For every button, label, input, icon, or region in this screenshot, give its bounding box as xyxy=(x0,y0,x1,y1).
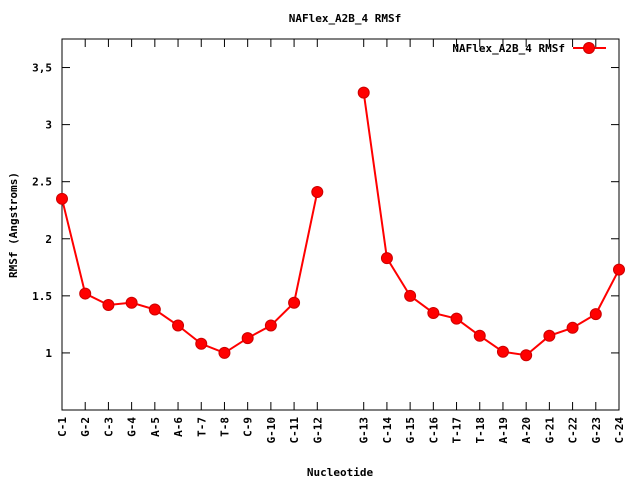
x-tick-label: G-15 xyxy=(404,417,417,444)
x-axis-label: Nucleotide xyxy=(307,466,374,479)
data-point xyxy=(311,185,324,198)
x-tick-label: G-12 xyxy=(311,417,324,444)
series-line xyxy=(61,191,319,355)
legend-label: NAFlex_A2B_4 RMSf xyxy=(452,42,565,55)
data-point xyxy=(357,86,370,99)
data-point xyxy=(195,337,208,350)
data-point xyxy=(288,296,301,309)
x-tick-label: C-24 xyxy=(613,417,626,444)
data-point xyxy=(589,308,602,321)
x-tick-label: T-18 xyxy=(474,417,487,444)
data-point xyxy=(427,306,440,319)
x-tick-label: G-10 xyxy=(265,417,278,444)
data-point xyxy=(380,252,393,265)
x-tick-label: G-2 xyxy=(79,417,92,437)
x-tick-label: C-3 xyxy=(102,417,115,437)
x-tick-label: A-5 xyxy=(149,417,162,437)
data-point xyxy=(241,332,254,345)
data-point xyxy=(404,289,417,302)
legend-marker xyxy=(583,42,595,54)
x-tick-label: T-17 xyxy=(451,417,464,444)
series-lines xyxy=(61,92,620,357)
legend: NAFlex_A2B_4 RMSf xyxy=(452,42,606,55)
y-tick-label: 2 xyxy=(45,233,52,246)
x-tick-label: C-9 xyxy=(242,417,255,437)
x-tick-label: C-22 xyxy=(567,417,580,444)
data-point xyxy=(450,312,463,325)
x-tick-label: T-7 xyxy=(195,417,208,437)
data-point xyxy=(148,303,161,316)
x-tick-label: A-6 xyxy=(172,417,185,437)
plot-frame xyxy=(61,38,620,411)
data-point xyxy=(56,192,68,205)
x-tick-label: C-1 xyxy=(56,417,69,437)
x-tick-label: A-20 xyxy=(520,417,533,444)
x-tick-label: C-14 xyxy=(381,417,394,444)
chart-title: NAFlex_A2B_4 RMSf xyxy=(289,12,402,25)
y-tick-label: 2.5 xyxy=(32,176,52,189)
data-point xyxy=(613,263,625,276)
data-point xyxy=(264,319,277,332)
y-tick-label: 3 xyxy=(45,119,52,132)
x-tick-label: G-13 xyxy=(358,417,371,444)
x-tick-label: G-21 xyxy=(543,417,556,444)
x-tick-label: G-4 xyxy=(126,417,139,437)
data-point xyxy=(172,319,185,332)
y-tick-label: 1 xyxy=(45,347,52,360)
x-tick-label: T-8 xyxy=(218,417,231,437)
x-tick-label: G-23 xyxy=(590,417,603,444)
data-point xyxy=(102,298,115,311)
data-point xyxy=(79,287,92,300)
y-tick-label: 3,5 xyxy=(32,62,52,75)
y-axis-label: RMSf (Angstroms) xyxy=(7,172,20,278)
y-axis-ticks: 1 1.5 2 2.5 3 3,5 xyxy=(32,62,619,360)
data-point xyxy=(218,346,231,359)
y-tick-label: 1.5 xyxy=(32,290,52,303)
data-point xyxy=(473,329,486,342)
series-line xyxy=(362,92,620,357)
x-tick-label: C-16 xyxy=(427,417,440,444)
x-tick-label: A-19 xyxy=(497,417,510,444)
x-tick-label: C-11 xyxy=(288,417,301,444)
data-point xyxy=(543,329,556,342)
data-point xyxy=(125,296,138,309)
x-axis-ticks: C-1 G-2 C-3 G-4 A-5 A-6 T-7 T-8 C-9 G-10 C-11 G-12 G… xyxy=(56,39,626,444)
data-point xyxy=(520,349,533,362)
data-point xyxy=(496,345,509,358)
data-point xyxy=(566,321,579,334)
series-points xyxy=(56,86,625,362)
